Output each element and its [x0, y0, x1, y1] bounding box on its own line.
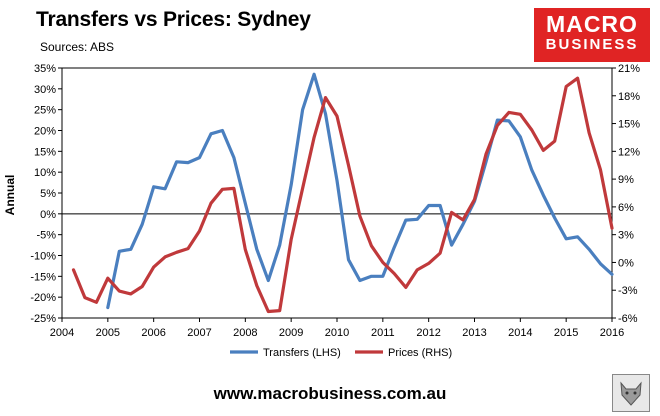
left-tick-label: 35%: [34, 63, 56, 75]
x-tick-label: 2007: [187, 327, 211, 339]
x-tick-label: 2009: [279, 327, 303, 339]
left-tick-label: -10%: [30, 251, 56, 263]
y-axis-label: Annual: [3, 175, 17, 216]
x-tick-label: 2010: [325, 327, 349, 339]
legend-label-prices: Prices (RHS): [388, 347, 452, 359]
right-axis: -6% -3% 0% 3% 6% 9% 12% 15% 18% 21%: [612, 63, 640, 325]
transfers-series-line: [106, 72, 614, 310]
left-tick-label: -20%: [30, 292, 56, 304]
right-tick-label: -3%: [618, 285, 638, 297]
chart-title: Transfers vs Prices: Sydney: [36, 8, 311, 31]
footer-url: www.macrobusiness.com.au: [213, 384, 447, 403]
prices-series-line: [71, 76, 614, 314]
legend: Transfers (LHS) Prices (RHS): [230, 347, 452, 359]
series-group: [71, 72, 614, 314]
left-tick-label: 0%: [40, 209, 56, 221]
x-tick-label: 2013: [462, 327, 486, 339]
right-tick-label: 18%: [618, 91, 640, 103]
x-tick-label: 2008: [233, 327, 257, 339]
x-tick-label: 2004: [50, 327, 74, 339]
x-tick-label: 2006: [141, 327, 165, 339]
x-axis: 2004 2005 2006 2007 2008 2009 2010 2011 2012 2013…: [50, 318, 624, 339]
right-tick-label: 9%: [618, 174, 634, 186]
logo-line-2: BUSINESS: [545, 36, 639, 53]
legend-label-transfers: Transfers (LHS): [263, 347, 341, 359]
wolf-badge-icon: [612, 374, 650, 412]
left-tick-label: 25%: [34, 105, 56, 117]
right-tick-label: 12%: [618, 146, 640, 158]
x-tick-label: 2016: [600, 327, 624, 339]
left-tick-label: 5%: [40, 188, 56, 200]
right-tick-label: -6%: [618, 313, 638, 325]
logo-line-1: MACRO: [546, 11, 638, 37]
x-tick-label: 2011: [371, 327, 395, 339]
macrobusiness-logo: MACRO BUSINESS: [534, 8, 650, 62]
chart-subtitle: Sources: ABS: [40, 40, 115, 54]
right-tick-label: 15%: [618, 119, 640, 131]
left-tick-label: -25%: [30, 313, 56, 325]
left-tick-label: -15%: [30, 271, 56, 283]
x-tick-label: 2012: [416, 327, 440, 339]
left-tick-label: 20%: [34, 126, 56, 138]
x-tick-label: 2015: [554, 327, 578, 339]
left-tick-label: 30%: [34, 84, 56, 96]
left-tick-label: 15%: [34, 146, 56, 158]
right-tick-label: 6%: [618, 202, 634, 214]
left-tick-label: 10%: [34, 167, 56, 179]
x-tick-label: 2014: [508, 327, 532, 339]
right-tick-label: 0%: [618, 257, 634, 269]
left-tick-label: -5%: [36, 230, 56, 242]
right-tick-label: 21%: [618, 63, 640, 75]
right-tick-label: 3%: [618, 230, 634, 242]
x-tick-label: 2005: [96, 327, 120, 339]
left-axis: -25% -20% -15% -10% -5% 0% 5% 10% 15% 20% 25% 30% 35…: [30, 63, 62, 325]
